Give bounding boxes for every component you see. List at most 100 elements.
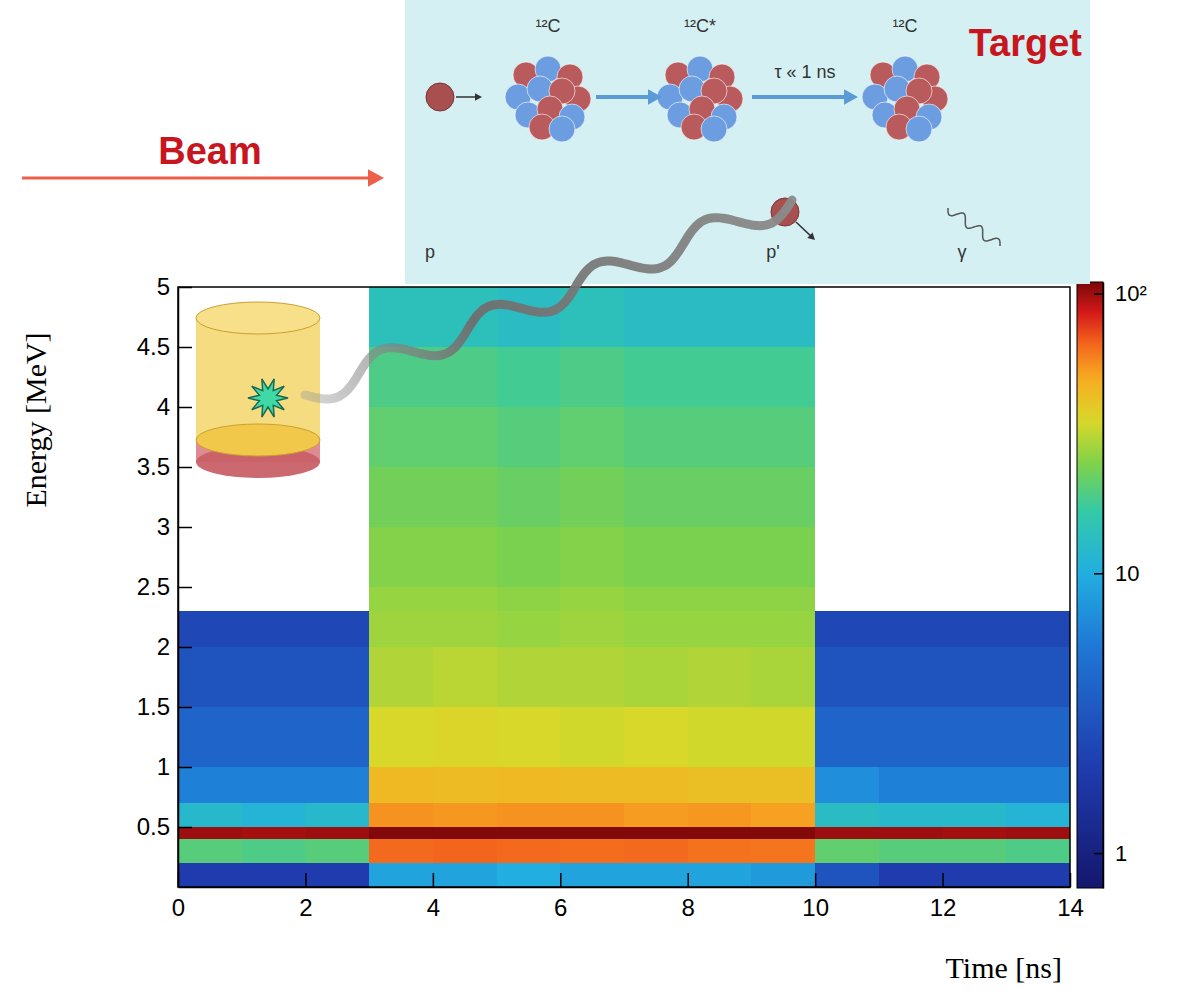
- arrow-head: [807, 232, 815, 240]
- heatmap-cell: [560, 527, 624, 587]
- plot-frame: [178, 287, 1070, 887]
- heatmap-cell: [688, 467, 752, 527]
- heatmap-cell: [624, 803, 688, 827]
- heatmap-cell: [305, 647, 369, 707]
- nucleus-label: ¹²C: [893, 16, 918, 36]
- axis-line: [179, 887, 1071, 889]
- photon-wave: [948, 208, 1000, 246]
- heatmap-cell: [497, 827, 561, 839]
- tick-mark: [942, 873, 944, 887]
- colorbar-axis: 1 10 10²: [1094, 281, 1147, 888]
- heatmap-cell: [242, 839, 306, 863]
- arrow-head: [475, 93, 482, 101]
- tick-mark: [178, 467, 192, 469]
- heatmap-cell: [879, 827, 943, 839]
- heatmap-cell: [751, 767, 815, 803]
- heatmap-cell: [433, 839, 497, 863]
- tick: 2: [157, 633, 192, 660]
- heatmap-cell: [497, 587, 561, 611]
- arrow-line: [22, 177, 371, 180]
- tick-mark: [178, 287, 192, 289]
- axis-title: Energy [MeV]: [19, 332, 52, 507]
- heatmap-cell: [497, 611, 561, 647]
- heatmap-cell: [688, 707, 752, 767]
- heatmap-cell: [433, 827, 497, 839]
- arrow-line: [596, 95, 651, 99]
- tick-label: 4.5: [137, 333, 170, 360]
- heatmap-cell: [433, 863, 497, 887]
- chart-page: 024681012140.511.522.533.544.55Time [ns]…: [0, 0, 1201, 997]
- heatmap-cell: [815, 863, 879, 887]
- arrow-head: [368, 169, 384, 187]
- heatmap-cell: [242, 707, 306, 767]
- tick-label: 0: [172, 894, 185, 921]
- heatmap-cell: [433, 611, 497, 647]
- heatmap-cell: [688, 647, 752, 707]
- heatmap-cell: [560, 827, 624, 839]
- tick-label: 6: [554, 894, 567, 921]
- tick-label: 10: [1115, 561, 1139, 586]
- tick-mark: [1070, 873, 1072, 887]
- heatmap-cell: [305, 827, 369, 839]
- nucleus-label: ¹²C*: [684, 16, 716, 36]
- detector-icon: [196, 302, 320, 478]
- reaction-diagram: ¹²C¹²C*¹²Cτ « 1 nsTargetpp'γ: [405, 0, 1090, 284]
- heatmap-cell: [497, 863, 561, 887]
- heatmap-cell: [624, 587, 688, 611]
- tick-mark: [178, 827, 192, 829]
- heatmap-cell: [688, 611, 752, 647]
- heatmap-cell: [433, 803, 497, 827]
- heatmap-cell: [943, 839, 1007, 863]
- tick-label: 10: [802, 894, 829, 921]
- heatmap-cell: [497, 467, 561, 527]
- heatmap-cell: [1006, 647, 1070, 707]
- heatmap-cell: [497, 527, 561, 587]
- tick: 4.5: [137, 333, 192, 360]
- heatmap-cell: [624, 407, 688, 467]
- heatmap-cell: [815, 611, 879, 647]
- tick-label: 1.5: [137, 693, 170, 720]
- heatmap-cell: [560, 803, 624, 827]
- heatmap-cell: [1006, 803, 1070, 827]
- heatmap-cell: [178, 827, 242, 839]
- tick: 1: [157, 753, 192, 780]
- heatmap-cell: [242, 767, 306, 803]
- heatmap-cell: [305, 611, 369, 647]
- heatmap-cell: [242, 647, 306, 707]
- heatmap-cell: [560, 611, 624, 647]
- tick-mark: [178, 707, 192, 709]
- arrow-line: [796, 222, 811, 236]
- heatmap-cell: [943, 803, 1007, 827]
- heatmap-cell: [751, 803, 815, 827]
- heatmap-cell: [433, 467, 497, 527]
- heatmap-cell: [497, 287, 561, 347]
- particle-label: p': [766, 242, 779, 262]
- heatmap-cell: [624, 467, 688, 527]
- heatmap-cell: [369, 827, 433, 839]
- detector-part: [196, 302, 320, 334]
- tick-label: 4: [427, 894, 440, 921]
- arrow-head: [648, 89, 662, 104]
- heatmap-cell: [369, 287, 433, 347]
- tick: 10²: [1094, 281, 1147, 306]
- tick: 10: [802, 873, 829, 921]
- heatmap-cell: [369, 527, 433, 587]
- heatmap-cell: [1006, 863, 1070, 887]
- tick: 1: [1094, 841, 1127, 866]
- heatmap-cell: [943, 647, 1007, 707]
- heatmap-cell: [624, 827, 688, 839]
- heatmap-cell: [943, 767, 1007, 803]
- heatmap-cell: [624, 611, 688, 647]
- heatmap-cell: [433, 407, 497, 467]
- heatmap-cell: [688, 587, 752, 611]
- heatmap-cell: [560, 707, 624, 767]
- heatmap-cell: [751, 347, 815, 407]
- tick-label: 3: [157, 513, 170, 540]
- heatmap-cell: [178, 707, 242, 767]
- tick-mark: [560, 873, 562, 887]
- heatmap-cell: [369, 647, 433, 707]
- heatmap-cell: [242, 803, 306, 827]
- heatmap-cell: [624, 767, 688, 803]
- tick-mark: [433, 873, 435, 887]
- heatmap-cell: [688, 347, 752, 407]
